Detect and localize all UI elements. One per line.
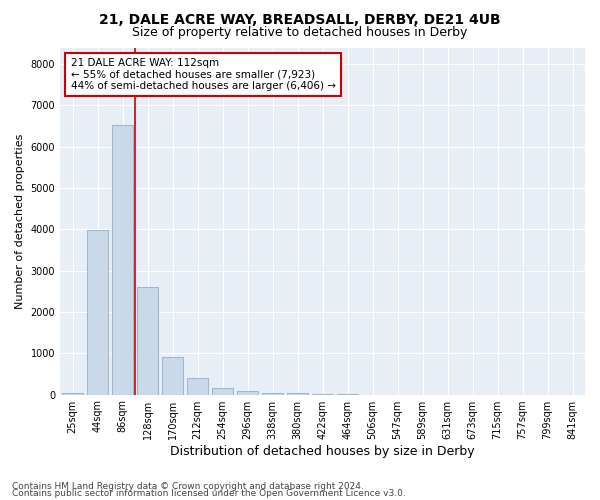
X-axis label: Distribution of detached houses by size in Derby: Distribution of detached houses by size … xyxy=(170,444,475,458)
Bar xyxy=(137,287,158,395)
Bar xyxy=(112,125,133,394)
Bar xyxy=(162,356,183,395)
Bar xyxy=(287,392,308,394)
Text: Size of property relative to detached houses in Derby: Size of property relative to detached ho… xyxy=(133,26,467,39)
Bar xyxy=(212,388,233,394)
Text: 21 DALE ACRE WAY: 112sqm
← 55% of detached houses are smaller (7,923)
44% of sem: 21 DALE ACRE WAY: 112sqm ← 55% of detach… xyxy=(71,58,335,91)
Bar xyxy=(262,392,283,394)
Bar xyxy=(237,392,258,394)
Y-axis label: Number of detached properties: Number of detached properties xyxy=(15,134,25,308)
Bar xyxy=(62,392,83,394)
Bar xyxy=(87,230,108,394)
Text: 21, DALE ACRE WAY, BREADSALL, DERBY, DE21 4UB: 21, DALE ACRE WAY, BREADSALL, DERBY, DE2… xyxy=(99,12,501,26)
Bar xyxy=(187,378,208,394)
Text: Contains public sector information licensed under the Open Government Licence v3: Contains public sector information licen… xyxy=(12,490,406,498)
Text: Contains HM Land Registry data © Crown copyright and database right 2024.: Contains HM Land Registry data © Crown c… xyxy=(12,482,364,491)
